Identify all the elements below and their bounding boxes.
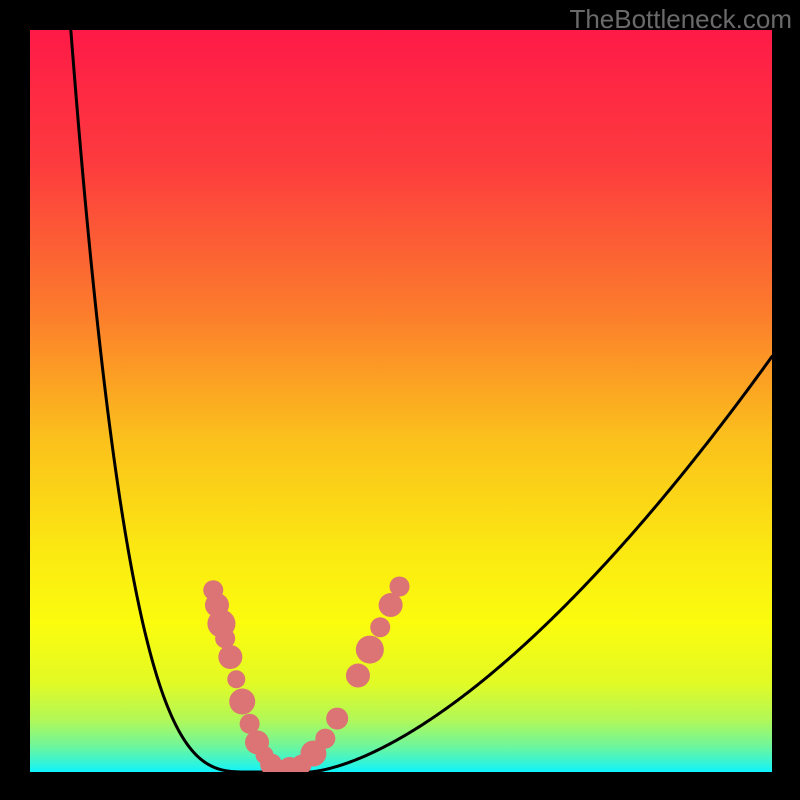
data-marker	[218, 645, 242, 669]
data-marker	[346, 664, 370, 688]
data-marker	[227, 670, 245, 688]
data-marker	[370, 617, 390, 637]
data-marker	[326, 708, 348, 730]
data-marker	[356, 636, 384, 664]
gradient-background	[30, 30, 772, 772]
chart-stage: TheBottleneck.com	[0, 0, 800, 800]
chart-svg	[0, 0, 800, 800]
data-marker	[229, 689, 255, 715]
data-marker	[379, 593, 403, 617]
data-marker	[390, 577, 410, 597]
plot-area	[30, 30, 772, 781]
data-marker	[315, 729, 335, 749]
